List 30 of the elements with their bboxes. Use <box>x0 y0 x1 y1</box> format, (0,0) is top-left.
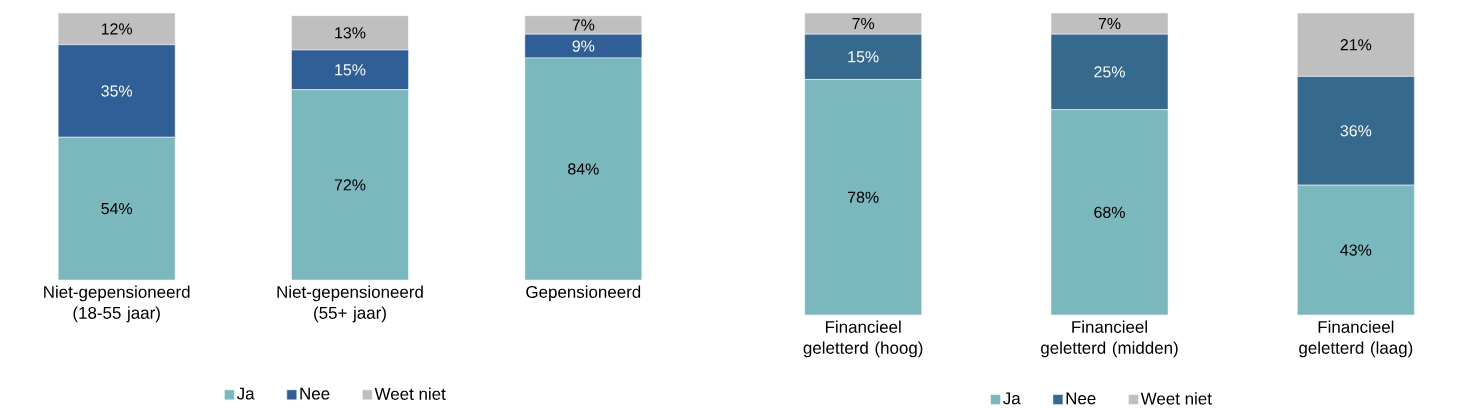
data-label: 36% <box>1340 125 1372 137</box>
data-label: 9% <box>572 40 595 52</box>
legend-label: Ja <box>236 387 255 400</box>
x-tick-label: Financieel geletterd (hoog) <box>803 320 923 358</box>
data-label: 78% <box>848 191 879 203</box>
data-label: 43% <box>1340 244 1372 256</box>
legend-label: Nee <box>300 387 330 400</box>
data-label: 15% <box>848 51 879 63</box>
data-label: 35% <box>101 85 133 97</box>
data-label: 72% <box>334 179 366 191</box>
data-label: 54% <box>101 203 133 215</box>
data-label: 84% <box>568 163 599 175</box>
data-label: 7% <box>1098 17 1121 30</box>
legend-label: Ja <box>1003 392 1021 405</box>
x-tick-label: Financieel geletterd (laag) <box>1299 320 1413 358</box>
data-label: 15% <box>335 64 366 76</box>
x-tick-label: Niet-gepensioneerd (55+ jaar) <box>277 285 423 323</box>
data-label: 13% <box>335 27 366 39</box>
x-tick-label: Niet-gepensioneerd (18-55 jaar) <box>44 285 190 323</box>
legend-label: Nee <box>1066 392 1096 405</box>
x-tick-label: Financieel geletterd (midden) <box>1041 320 1178 358</box>
data-label: 68% <box>1094 206 1125 218</box>
legend-label: Weet niet <box>374 387 446 400</box>
x-tick-label: Gepensioneerd <box>526 285 641 302</box>
data-label: 25% <box>1094 66 1125 78</box>
data-label: 7% <box>572 19 595 31</box>
data-label: 12% <box>101 23 133 35</box>
data-label: 7% <box>852 17 875 30</box>
legend-label: Weet niet <box>1140 392 1212 405</box>
data-label: 21% <box>1340 39 1372 51</box>
